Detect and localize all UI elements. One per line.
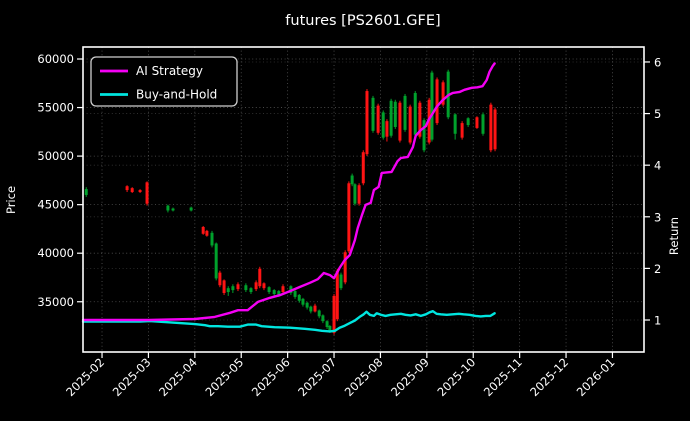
candle-body xyxy=(272,290,276,294)
candle-body xyxy=(357,185,361,204)
candle-body xyxy=(297,294,301,301)
candle-body xyxy=(130,188,134,193)
y-tick-label-price: 50000 xyxy=(37,149,74,163)
y-tick-label-return: 4 xyxy=(654,159,661,173)
ai-strategy-line xyxy=(81,62,496,322)
candle-body xyxy=(343,252,347,283)
candle-body xyxy=(317,310,321,317)
y-tick-label-price: 35000 xyxy=(37,295,74,309)
candle-body xyxy=(267,287,271,293)
y-tick-label-return: 3 xyxy=(654,210,661,224)
candle-body xyxy=(201,226,205,234)
candle-body xyxy=(350,175,354,185)
candle-body xyxy=(189,207,193,211)
candle-body xyxy=(403,95,407,130)
candle-body xyxy=(398,102,402,141)
candle-body xyxy=(371,97,375,131)
y-tick-label-return: 1 xyxy=(654,314,661,328)
y-tick-label-return: 6 xyxy=(654,55,661,69)
candle-body xyxy=(249,288,253,293)
candle-body xyxy=(244,285,248,291)
candle-body xyxy=(281,286,285,293)
candle-body xyxy=(389,100,393,136)
candle-body xyxy=(214,243,218,279)
candle-body xyxy=(218,272,222,286)
candle-body xyxy=(166,205,170,211)
candle-body xyxy=(493,109,497,150)
candle-body xyxy=(145,182,149,204)
y-axis-label-price: Price xyxy=(4,186,18,214)
candle-body xyxy=(262,283,266,289)
candle-body xyxy=(422,120,426,151)
candle-body xyxy=(361,152,365,184)
candle-body xyxy=(210,232,214,246)
candle-body xyxy=(489,104,493,151)
y-tick-label-price: 45000 xyxy=(37,198,74,212)
candle-body xyxy=(138,190,142,193)
candle-body xyxy=(347,183,351,252)
y-tick-label-price: 55000 xyxy=(37,101,74,115)
candle-body xyxy=(305,302,309,308)
chart-title: futures [PS2601.GFE] xyxy=(285,13,440,29)
candle-body xyxy=(475,117,479,128)
candle-body xyxy=(301,298,305,305)
candle-body xyxy=(328,326,332,332)
candle-body xyxy=(313,305,317,312)
candle-body xyxy=(353,184,357,204)
candle-body xyxy=(222,280,226,294)
candle-body xyxy=(309,306,313,312)
candle-body xyxy=(441,82,445,105)
candle-body xyxy=(236,284,240,290)
candle-body xyxy=(466,118,470,126)
candle-body xyxy=(171,208,175,211)
y-tick-label-return: 5 xyxy=(654,107,661,121)
candle-body xyxy=(84,189,88,195)
candle-body xyxy=(393,101,397,127)
candle-body xyxy=(430,72,434,140)
candle-body xyxy=(226,288,230,293)
legend-label-buy-and-hold: Buy-and-Hold xyxy=(136,88,217,102)
candle-body xyxy=(365,91,369,155)
candle-body xyxy=(321,315,325,322)
y-axis-label-return: Return xyxy=(667,217,681,255)
candle-body xyxy=(418,102,422,137)
candle-body xyxy=(385,121,389,137)
candle-body xyxy=(335,270,339,320)
candle-body xyxy=(325,321,329,327)
candle-body xyxy=(435,79,439,124)
y-tick-label-return: 2 xyxy=(654,262,661,276)
candle-body xyxy=(293,291,297,297)
candle-body xyxy=(125,186,129,191)
legend: AI Strategy Buy-and-Hold xyxy=(90,56,238,107)
candle-body xyxy=(332,295,336,333)
y-tick-label-price: 40000 xyxy=(37,246,74,260)
candle-body xyxy=(254,282,258,290)
buy-and-hold-line xyxy=(81,310,496,333)
candle-body xyxy=(481,114,485,134)
legend-label-ai-strategy: AI Strategy xyxy=(136,64,203,78)
candle-body xyxy=(205,230,209,236)
candle-body xyxy=(277,291,281,295)
plot-border xyxy=(82,46,645,353)
candle-body xyxy=(460,123,464,138)
candlestick-series xyxy=(84,69,497,335)
line-series xyxy=(81,62,496,333)
candle-body xyxy=(408,106,412,143)
candle-body xyxy=(376,105,380,133)
candle-body xyxy=(231,286,235,291)
candle-body xyxy=(381,112,385,138)
candle-body xyxy=(453,114,457,134)
candle-body xyxy=(413,92,417,135)
candle-body xyxy=(258,268,262,287)
candle-body xyxy=(339,274,343,289)
y-tick-label-price: 60000 xyxy=(37,52,74,66)
